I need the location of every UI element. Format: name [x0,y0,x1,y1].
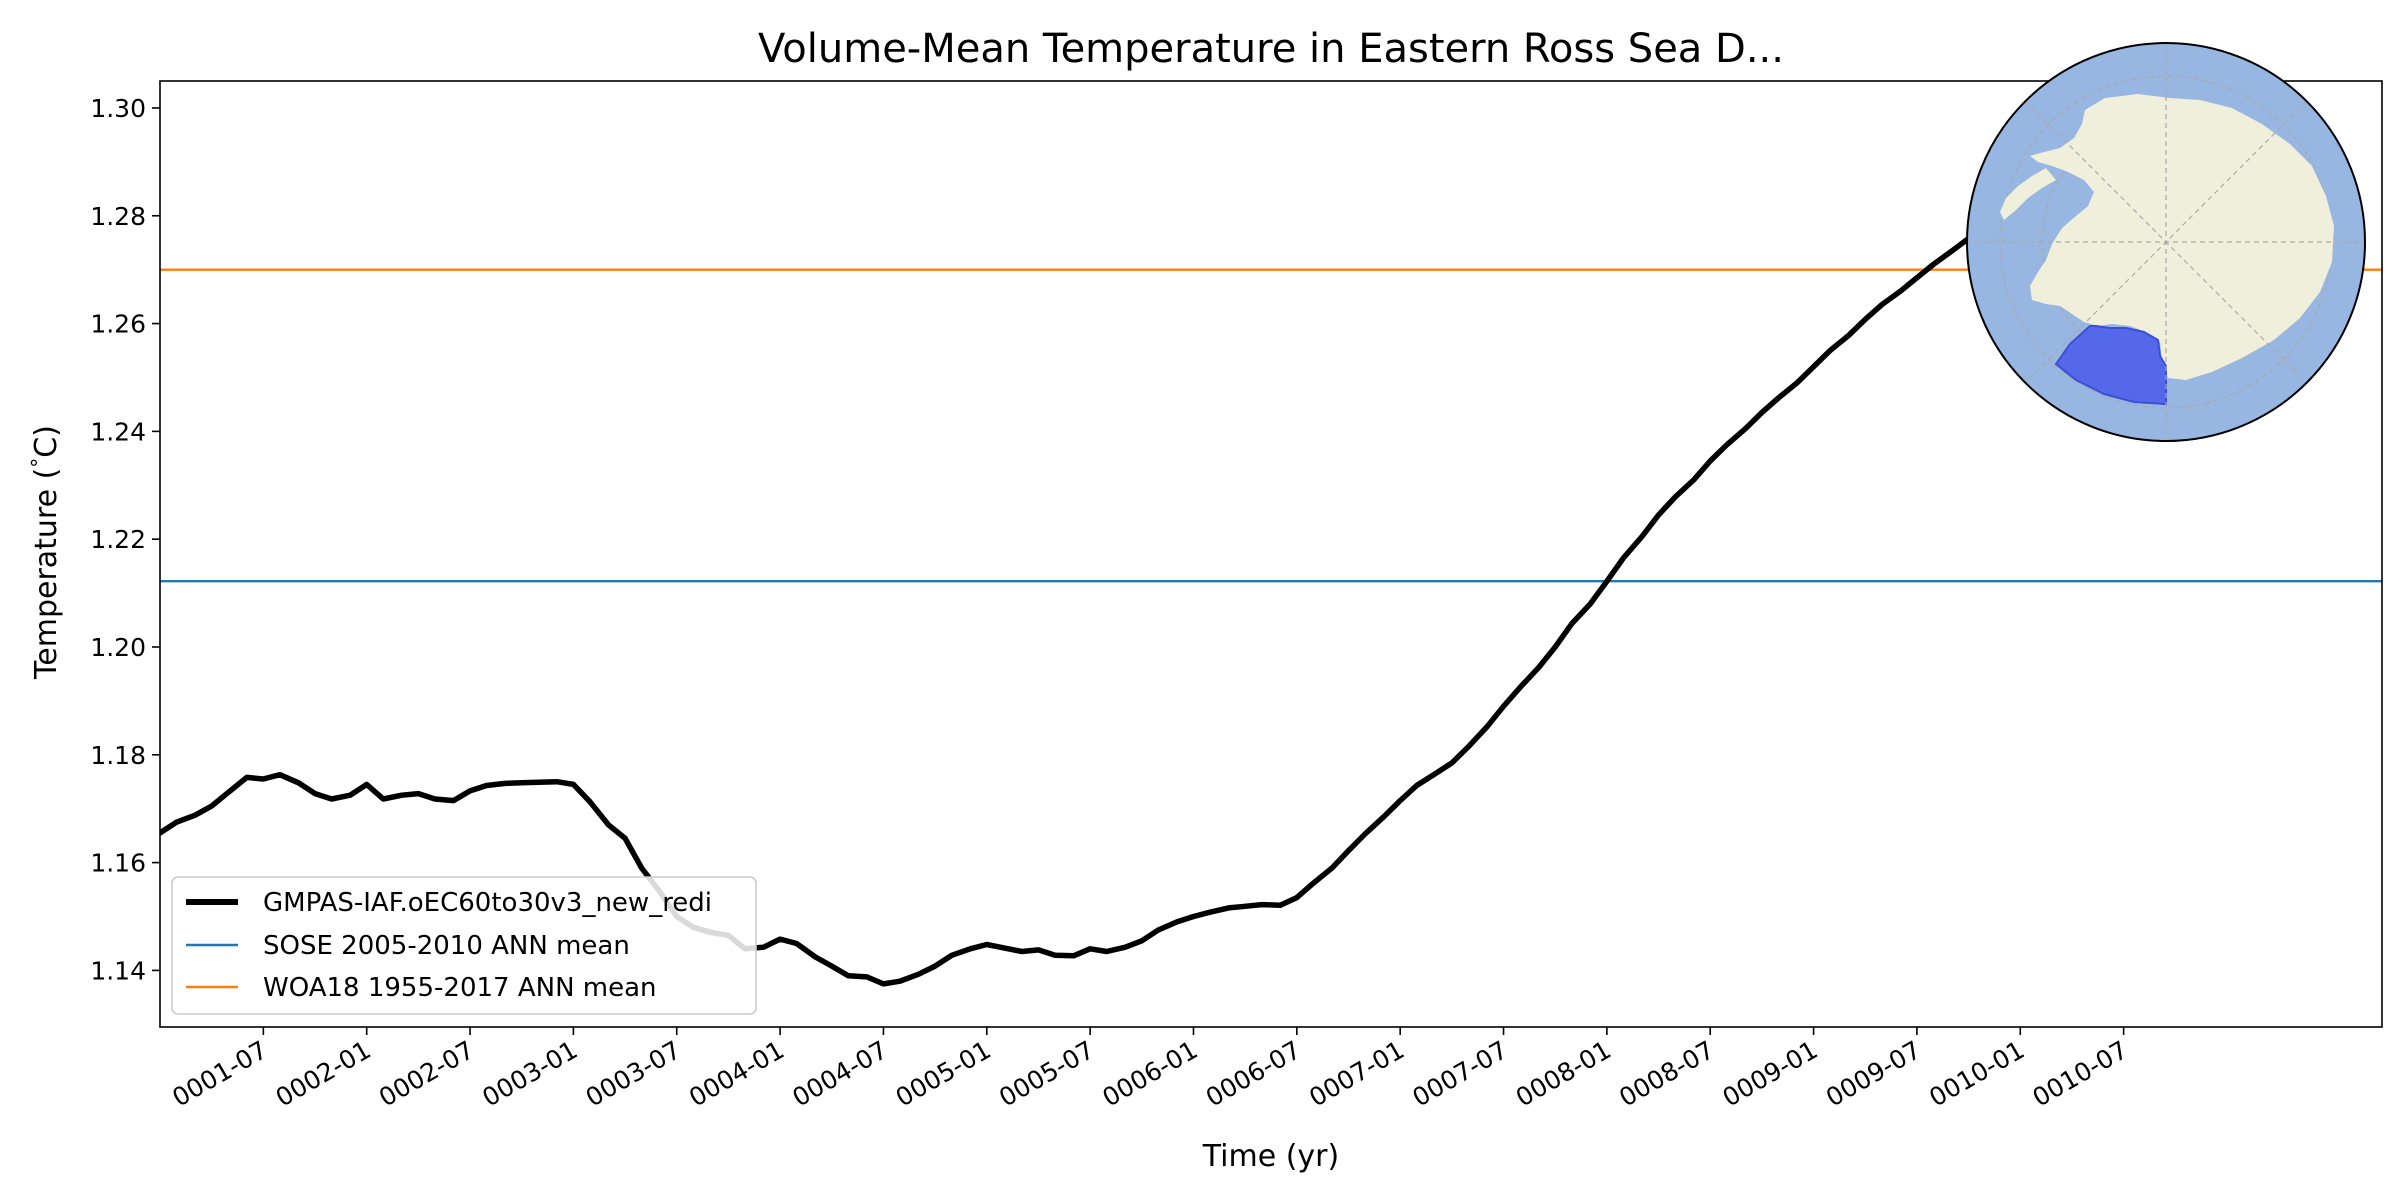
y-tick-label: 1.24 [90,417,146,446]
y-tick-label: 1.14 [90,956,146,985]
series-line-model [160,120,2179,987]
y-axis-label-main: Temperature ( [29,468,64,680]
map-region-eastern-ross-sea [2054,325,2167,406]
map-peninsula [2000,168,2056,220]
y-tick-label: 1.22 [90,525,146,554]
map-antarctica-land [2030,94,2334,380]
y-tick-label: 1.26 [90,310,146,339]
legend: GMPAS-IAF.oEC60to30v3_new_redi SOSE 2005… [171,876,757,1015]
legend-label-woa18: WOA18 1955-2017 ANN mean [263,973,657,1003]
inset-polar-map [1966,42,2366,442]
plot-frame [159,80,2383,1028]
legend-label-sose: SOSE 2005-2010 ANN mean [263,931,630,961]
y-tick-label: 1.28 [90,202,146,231]
map-meridians [1967,43,2365,441]
y-tick-label: 1.18 [90,741,146,770]
map-outline [1966,42,2366,442]
chart-title: Volume-Mean Temperature in Eastern Ross … [758,26,1784,72]
y-axis-label: Temperature (°C) [27,425,64,680]
y-axis-label-degree: ° [27,458,51,468]
y-tick-label: 1.16 [90,849,146,878]
meridian-line [2024,100,2308,384]
x-axis-label: Time (yr) [1202,1139,1339,1174]
legend-label-model: GMPAS-IAF.oEC60to30v3_new_redi [263,888,712,918]
y-axis-label-unit: C) [29,425,64,458]
y-tick-label: 1.30 [90,94,146,123]
y-tick-label: 1.20 [90,633,146,662]
legend-box [171,876,757,1015]
